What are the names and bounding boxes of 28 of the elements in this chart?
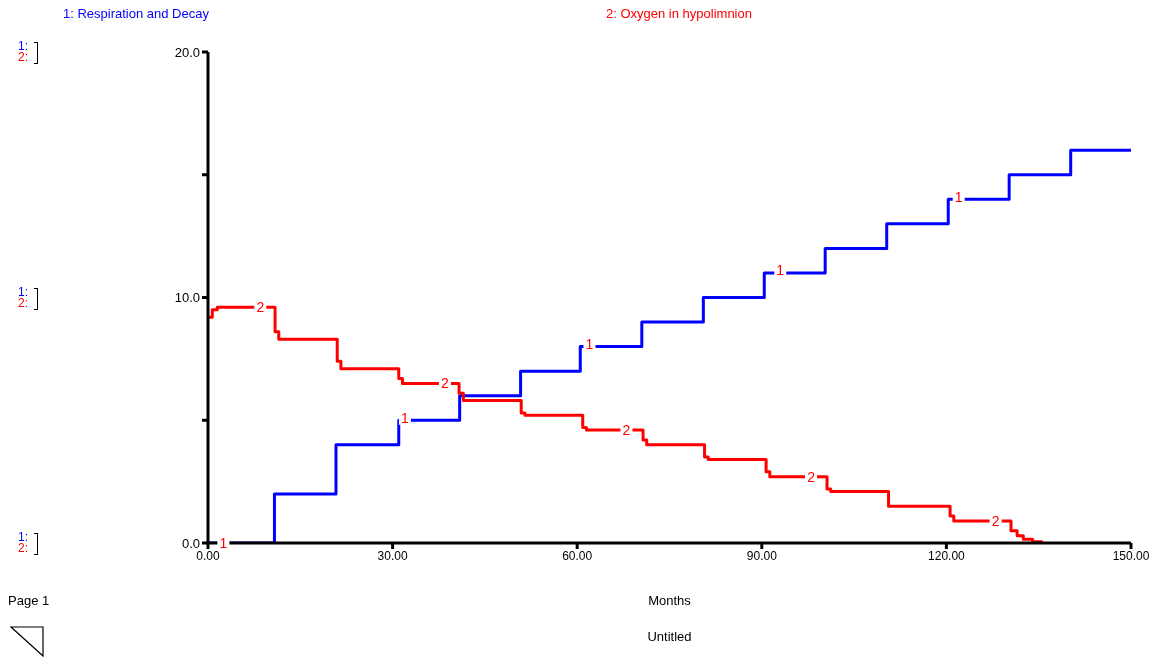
annotation: 1 xyxy=(954,188,963,205)
y-tick-label: 20.0 xyxy=(174,44,200,60)
annotation: 2 xyxy=(807,468,816,485)
y-tick-label: 0.0 xyxy=(181,535,200,551)
x-tick-label: 60.00 xyxy=(562,548,593,563)
x-axis-title: Months xyxy=(647,593,692,608)
annotation: 1 xyxy=(219,535,228,551)
x-tick-label: 30.00 xyxy=(377,548,408,563)
annotation: 1 xyxy=(401,409,410,426)
text: 2: xyxy=(18,50,29,64)
annotation: 2 xyxy=(991,512,1000,529)
text: 2: Oxygen in hypolimnion xyxy=(606,6,752,21)
annotation: 2 xyxy=(622,422,631,439)
x-tick-label: 150.00 xyxy=(1112,548,1149,563)
text: Page 1 xyxy=(8,593,50,608)
text: 2: xyxy=(18,541,29,555)
annotation: 1 xyxy=(585,336,594,353)
annotation: 1 xyxy=(776,262,785,279)
text: 1: xyxy=(18,39,29,53)
x-tick-label: 120.00 xyxy=(928,548,966,563)
x-tick-label: 90.00 xyxy=(746,548,778,563)
text: Untitled xyxy=(646,629,693,644)
annotation: 2 xyxy=(441,375,449,392)
text: 1: Respiration and Decay xyxy=(63,6,209,21)
x-tick-label: 0.00 xyxy=(196,548,220,563)
text: 1: xyxy=(18,530,29,544)
annotation: 2 xyxy=(256,299,265,316)
y-tick-label: 10.0 xyxy=(174,290,200,306)
